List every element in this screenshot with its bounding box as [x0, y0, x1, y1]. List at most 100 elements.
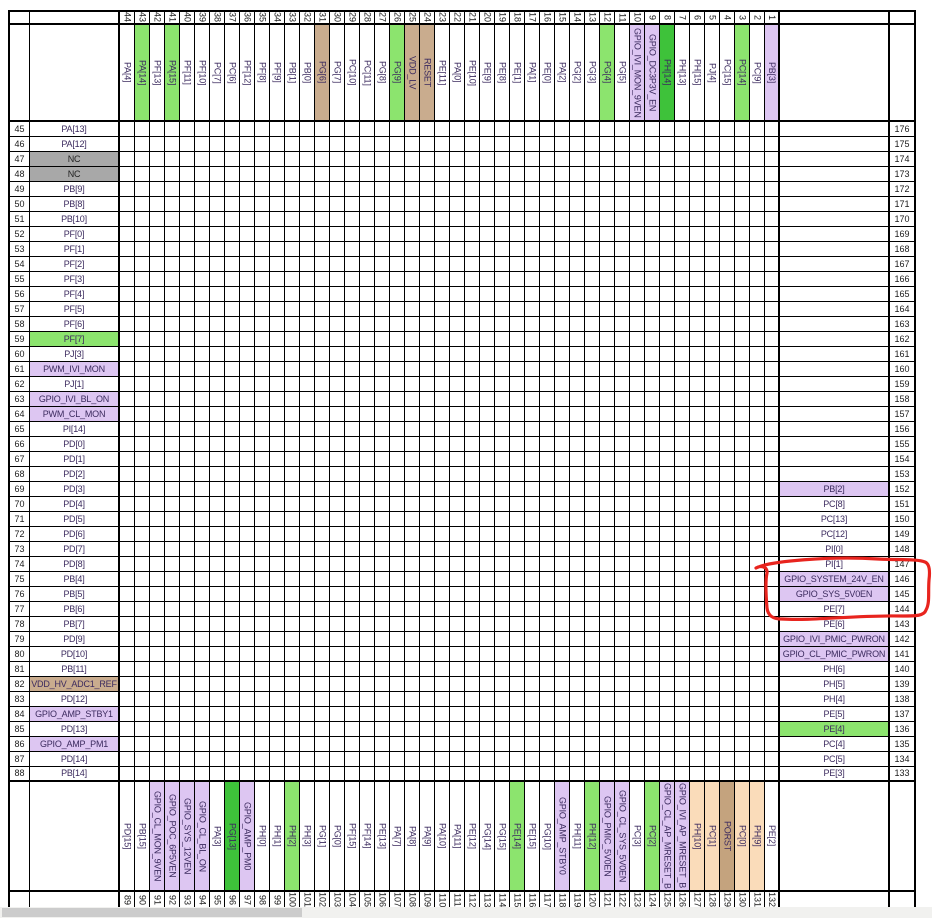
grid-cell[interactable] — [180, 572, 195, 587]
grid-cell[interactable] — [555, 167, 570, 182]
grid-cell[interactable] — [240, 287, 255, 302]
grid-cell[interactable] — [750, 602, 765, 617]
grid-cell[interactable] — [495, 587, 510, 602]
grid-cell[interactable] — [240, 527, 255, 542]
grid-cell[interactable] — [420, 707, 435, 722]
pin-label-bottom-117[interactable]: PG[10] — [540, 782, 555, 892]
pin-number-bottom-128[interactable]: 128 — [705, 892, 720, 908]
pin-label-bottom-102[interactable]: PG[1] — [315, 782, 330, 892]
grid-cell[interactable] — [705, 692, 720, 707]
grid-cell[interactable] — [435, 197, 450, 212]
grid-cell[interactable] — [720, 197, 735, 212]
grid-cell[interactable] — [255, 167, 270, 182]
pin-number-bottom-96[interactable]: 96 — [225, 892, 240, 908]
grid-cell[interactable] — [630, 167, 645, 182]
pin-label-top-38[interactable]: PC[7] — [210, 25, 225, 122]
pin-label-top-7[interactable]: PH[13] — [675, 25, 690, 122]
grid-cell[interactable] — [285, 212, 300, 227]
grid-cell[interactable] — [720, 662, 735, 677]
grid-cell[interactable] — [585, 722, 600, 737]
pin-label-right-160[interactable] — [780, 362, 890, 377]
pin-number-top-34[interactable]: 34 — [270, 12, 285, 25]
grid-cell[interactable] — [705, 617, 720, 632]
grid-cell[interactable] — [405, 512, 420, 527]
pin-label-right-176[interactable] — [780, 122, 890, 137]
grid-cell[interactable] — [645, 722, 660, 737]
grid-cell[interactable] — [540, 137, 555, 152]
grid-cell[interactable] — [420, 212, 435, 227]
grid-cell[interactable] — [315, 662, 330, 677]
grid-cell[interactable] — [750, 452, 765, 467]
grid-cell[interactable] — [765, 737, 780, 752]
grid-cell[interactable] — [120, 722, 135, 737]
grid-cell[interactable] — [615, 167, 630, 182]
grid-cell[interactable] — [450, 602, 465, 617]
grid-cell[interactable] — [390, 527, 405, 542]
grid-cell[interactable] — [330, 512, 345, 527]
grid-cell[interactable] — [225, 122, 240, 137]
grid-cell[interactable] — [765, 212, 780, 227]
grid-cell[interactable] — [345, 152, 360, 167]
grid-cell[interactable] — [210, 722, 225, 737]
grid-cell[interactable] — [180, 512, 195, 527]
grid-cell[interactable] — [555, 512, 570, 527]
grid-cell[interactable] — [345, 452, 360, 467]
grid-cell[interactable] — [435, 377, 450, 392]
grid-cell[interactable] — [510, 692, 525, 707]
grid-cell[interactable] — [360, 212, 375, 227]
grid-cell[interactable] — [600, 242, 615, 257]
grid-cell[interactable] — [390, 137, 405, 152]
grid-cell[interactable] — [555, 437, 570, 452]
pin-number-top-44[interactable]: 44 — [120, 12, 135, 25]
grid-cell[interactable] — [660, 752, 675, 767]
grid-cell[interactable] — [405, 647, 420, 662]
grid-cell[interactable] — [435, 257, 450, 272]
grid-cell[interactable] — [735, 752, 750, 767]
grid-cell[interactable] — [630, 707, 645, 722]
grid-cell[interactable] — [255, 707, 270, 722]
pin-number-top-18[interactable]: 18 — [510, 12, 525, 25]
grid-cell[interactable] — [195, 602, 210, 617]
grid-cell[interactable] — [330, 527, 345, 542]
grid-cell[interactable] — [540, 467, 555, 482]
grid-cell[interactable] — [615, 767, 630, 782]
pin-number-right-164[interactable]: 164 — [890, 302, 914, 317]
pin-number-top-21[interactable]: 21 — [465, 12, 480, 25]
grid-cell[interactable] — [180, 122, 195, 137]
grid-cell[interactable] — [150, 287, 165, 302]
grid-cell[interactable] — [120, 302, 135, 317]
grid-cell[interactable] — [360, 557, 375, 572]
grid-cell[interactable] — [765, 272, 780, 287]
grid-cell[interactable] — [330, 302, 345, 317]
grid-cell[interactable] — [690, 677, 705, 692]
grid-cell[interactable] — [645, 467, 660, 482]
grid-cell[interactable] — [600, 692, 615, 707]
grid-cell[interactable] — [165, 752, 180, 767]
pin-number-bottom-111[interactable]: 111 — [450, 892, 465, 908]
grid-cell[interactable] — [315, 137, 330, 152]
grid-cell[interactable] — [390, 542, 405, 557]
grid-cell[interactable] — [645, 512, 660, 527]
grid-cell[interactable] — [300, 677, 315, 692]
grid-cell[interactable] — [165, 407, 180, 422]
grid-cell[interactable] — [555, 722, 570, 737]
pin-number-bottom-100[interactable]: 100 — [285, 892, 300, 908]
grid-cell[interactable] — [675, 392, 690, 407]
pin-number-top-3[interactable]: 3 — [735, 12, 750, 25]
grid-cell[interactable] — [750, 497, 765, 512]
grid-cell[interactable] — [630, 587, 645, 602]
grid-cell[interactable] — [630, 722, 645, 737]
grid-cell[interactable] — [600, 707, 615, 722]
grid-cell[interactable] — [585, 647, 600, 662]
grid-cell[interactable] — [135, 677, 150, 692]
pin-label-top-25[interactable]: VDD_LV — [405, 25, 420, 122]
grid-cell[interactable] — [645, 497, 660, 512]
grid-cell[interactable] — [690, 122, 705, 137]
grid-cell[interactable] — [150, 542, 165, 557]
grid-cell[interactable] — [345, 662, 360, 677]
pin-label-top-17[interactable]: PA[1] — [525, 25, 540, 122]
grid-cell[interactable] — [765, 617, 780, 632]
grid-cell[interactable] — [510, 437, 525, 452]
grid-cell[interactable] — [150, 722, 165, 737]
grid-cell[interactable] — [165, 302, 180, 317]
